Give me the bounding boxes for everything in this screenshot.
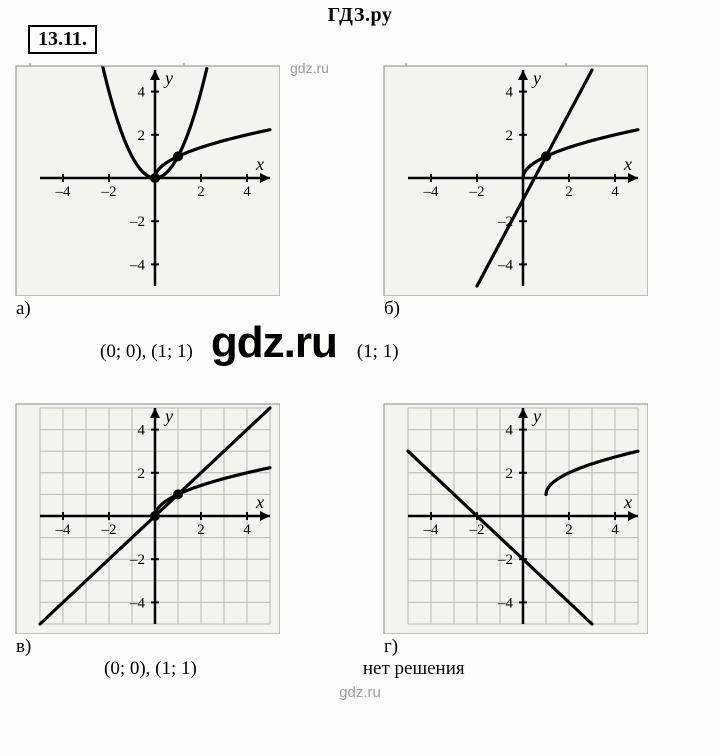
- answer-c: (0; 0), (1; 1): [104, 658, 197, 680]
- svg-text:y: y: [531, 68, 541, 88]
- label-a: а): [16, 298, 350, 320]
- svg-text:–4: –4: [55, 184, 72, 200]
- svg-text:y: y: [163, 406, 173, 426]
- svg-text:x: x: [255, 492, 264, 512]
- svg-text:–4: –4: [129, 595, 146, 611]
- chart-c: –4–224–4–224xy: [10, 398, 350, 634]
- site-header: ГДЗ.ру: [0, 0, 720, 27]
- svg-text:4: 4: [243, 184, 251, 200]
- svg-text:y: y: [163, 68, 173, 88]
- svg-text:4: 4: [611, 184, 619, 200]
- label-d: г): [384, 636, 718, 658]
- svg-text:4: 4: [611, 522, 619, 538]
- svg-text:x: x: [623, 492, 632, 512]
- svg-text:–4: –4: [129, 257, 146, 273]
- svg-text:2: 2: [506, 128, 514, 144]
- svg-text:–2: –2: [129, 552, 145, 568]
- svg-text:2: 2: [138, 128, 146, 144]
- svg-text:x: x: [623, 154, 632, 174]
- svg-text:2: 2: [565, 184, 573, 200]
- svg-text:–2: –2: [469, 522, 485, 538]
- svg-text:–4: –4: [497, 257, 514, 273]
- label-b: б): [384, 298, 718, 320]
- svg-text:–2: –2: [497, 552, 513, 568]
- svg-text:–4: –4: [497, 595, 514, 611]
- svg-text:2: 2: [138, 466, 146, 482]
- watermark-large: gdz.ru: [211, 318, 337, 368]
- svg-text:2: 2: [197, 522, 205, 538]
- label-c: в): [16, 636, 350, 658]
- svg-text:–2: –2: [101, 184, 117, 200]
- panel-a: –4–224–4–224xy а): [10, 60, 350, 320]
- svg-text:–4: –4: [55, 522, 72, 538]
- panel-d: –4–224–4–224xy г): [378, 398, 718, 658]
- svg-text:–4: –4: [423, 522, 440, 538]
- svg-text:4: 4: [506, 85, 514, 101]
- svg-text:4: 4: [138, 85, 146, 101]
- svg-text:x: x: [255, 154, 264, 174]
- svg-text:–2: –2: [469, 184, 485, 200]
- svg-text:–2: –2: [129, 214, 145, 230]
- chart-b: –4–224–4–224xy: [378, 60, 718, 296]
- svg-text:2: 2: [565, 522, 573, 538]
- panel-b: –4–224–4–224xy б): [378, 60, 718, 320]
- svg-text:2: 2: [197, 184, 205, 200]
- svg-text:–2: –2: [101, 522, 117, 538]
- svg-text:4: 4: [138, 423, 146, 439]
- bottom-watermark: gdz.ru: [0, 684, 720, 701]
- answer-b: (1; 1): [357, 341, 399, 363]
- answer-d: нет решения: [363, 658, 465, 680]
- svg-text:–4: –4: [423, 184, 440, 200]
- answer-a: (0; 0), (1; 1): [100, 341, 193, 363]
- panel-c: –4–224–4–224xy в): [10, 398, 350, 658]
- svg-text:y: y: [531, 406, 541, 426]
- chart-a: –4–224–4–224xy: [10, 60, 350, 296]
- problem-number: 13.11.: [28, 25, 97, 54]
- svg-text:2: 2: [506, 466, 514, 482]
- svg-text:4: 4: [243, 522, 251, 538]
- chart-d: –4–224–4–224xy: [378, 398, 718, 634]
- svg-text:4: 4: [506, 423, 514, 439]
